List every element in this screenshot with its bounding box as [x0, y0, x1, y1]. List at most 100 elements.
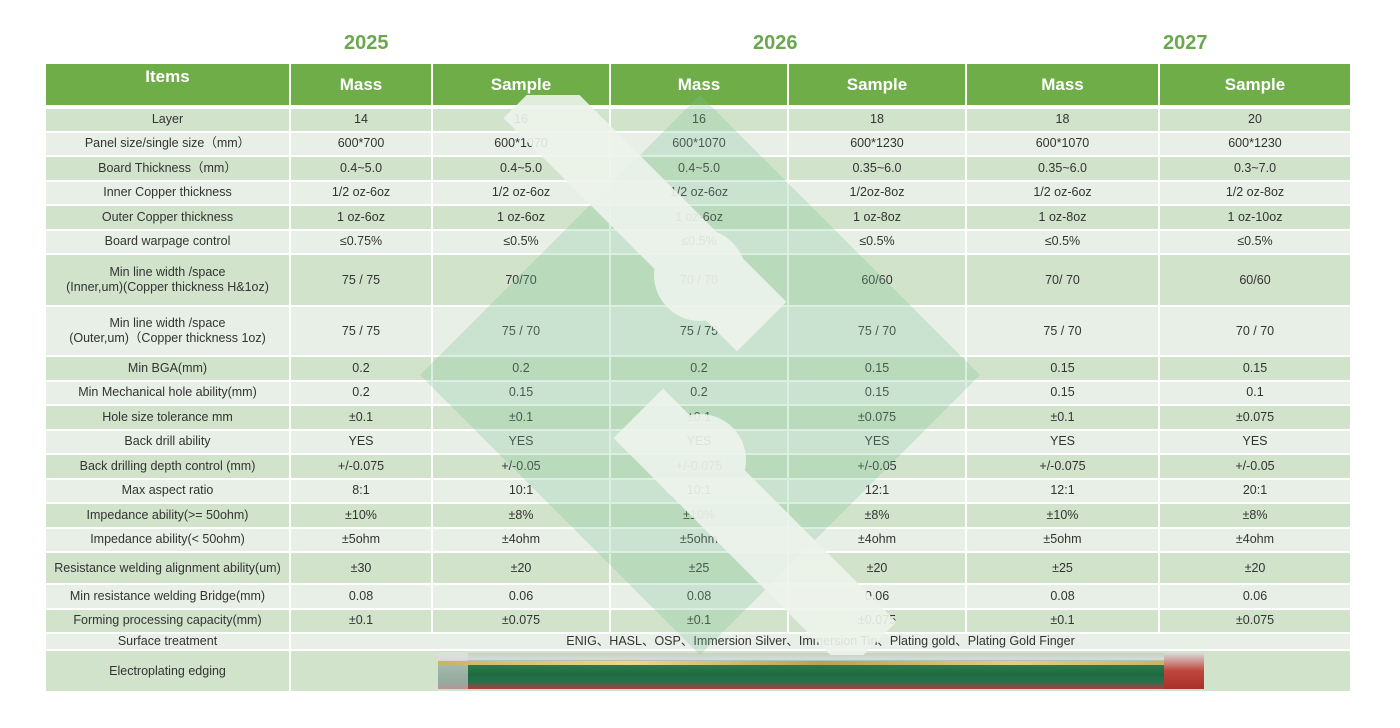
value-cell: 75 / 75 [609, 305, 789, 357]
value-cell: ±10% [609, 502, 789, 529]
value-cell: 0.08 [609, 583, 789, 610]
value-cell: 0.3~7.0 [1158, 155, 1352, 182]
value-cell: YES [965, 428, 1160, 455]
value-cell: +/-0.075 [609, 453, 789, 480]
row-label-cell: Layer [44, 106, 291, 133]
value-cell: 75 / 75 [289, 253, 433, 307]
value-cell: 600*1070 [431, 130, 611, 157]
row-label-cell: Resistance welding alignment ability(um) [44, 551, 291, 585]
value-cell: ±0.075 [787, 404, 967, 431]
table-body: Layer 14 16 16 18 18 20 Panel size/single size（… [44, 106, 1352, 693]
value-cell: 0.15 [965, 379, 1160, 406]
value-cell: 75 / 75 [289, 305, 433, 357]
value-cell: 600*1230 [1158, 130, 1352, 157]
col-header-2025-mass: Mass [289, 62, 433, 108]
table-row: Inner Copper thickness 1/2 oz-6oz 1/2 oz-6… [44, 179, 1352, 206]
value-cell: ≤0.5% [965, 228, 1160, 255]
value-cell: 70/70 [431, 253, 611, 307]
value-cell: 1/2 oz-6oz [609, 179, 789, 206]
value-cell: 600*700 [289, 130, 433, 157]
value-cell: ±20 [431, 551, 611, 585]
value-cell: 1 oz-8oz [965, 204, 1160, 231]
value-cell: ±8% [787, 502, 967, 529]
table-row: Board warpage control ≤0.75% ≤0.5% ≤0.5% ≤0.… [44, 228, 1352, 255]
value-cell: 70/ 70 [965, 253, 1160, 307]
value-cell: 8:1 [289, 477, 433, 504]
value-cell: 0.2 [431, 355, 611, 382]
value-cell: ±10% [965, 502, 1160, 529]
value-cell: ±30 [289, 551, 433, 585]
value-cell: ±0.075 [1158, 607, 1352, 634]
row-label-cell: Min Mechanical hole ability(mm) [44, 379, 291, 406]
value-cell: +/-0.075 [289, 453, 433, 480]
value-cell: ±5ohm [289, 526, 433, 553]
row-label-cell: Min line width /space (Outer,um)（Copper t… [44, 305, 291, 357]
table-row: Back drill ability YES YES YES YES YES YES [44, 428, 1352, 455]
value-cell: YES [1158, 428, 1352, 455]
row-label-cell: Min resistance welding Bridge(mm) [44, 583, 291, 610]
value-cell: ±0.1 [289, 607, 433, 634]
value-cell: 12:1 [965, 477, 1160, 504]
row-label-cell: Back drilling depth control (mm) [44, 453, 291, 480]
value-cell: ±8% [1158, 502, 1352, 529]
value-cell: ±10% [289, 502, 433, 529]
value-cell: 75 / 70 [965, 305, 1160, 357]
year-2027-heading: 2027 [1163, 32, 1208, 54]
value-cell: 16 [431, 106, 611, 133]
value-cell: 20 [1158, 106, 1352, 133]
value-cell: 12:1 [787, 477, 967, 504]
row-label-cell: Inner Copper thickness [44, 179, 291, 206]
table-row: Layer 14 16 16 18 18 20 [44, 106, 1352, 133]
table-row: Min BGA(mm) 0.2 0.2 0.2 0.15 0.15 0.15 [44, 355, 1352, 382]
value-cell: 1/2oz-8oz [787, 179, 967, 206]
value-cell: 0.2 [609, 379, 789, 406]
value-cell: 0.15 [1158, 355, 1352, 382]
value-cell: ±4ohm [431, 526, 611, 553]
value-cell: ±0.075 [431, 607, 611, 634]
value-cell: ≤0.5% [1158, 228, 1352, 255]
value-cell: 18 [787, 106, 967, 133]
value-cell: 75 / 70 [431, 305, 611, 357]
value-cell: ≤0.75% [289, 228, 433, 255]
table-row: Hole size tolerance mm ±0.1 ±0.1 ±0.1 ±0.075… [44, 404, 1352, 431]
value-cell: 0.15 [431, 379, 611, 406]
value-cell: ±0.1 [431, 404, 611, 431]
value-cell: 0.06 [431, 583, 611, 610]
row-label-cell: Panel size/single size（mm） [44, 130, 291, 157]
value-cell: 0.08 [965, 583, 1160, 610]
value-cell: +/-0.05 [431, 453, 611, 480]
value-cell: 0.06 [787, 583, 967, 610]
table-row: Forming processing capacity(mm) ±0.1 ±0.07… [44, 607, 1352, 634]
value-cell: YES [289, 428, 433, 455]
value-cell: 0.15 [965, 355, 1160, 382]
row-label-cell: Min BGA(mm) [44, 355, 291, 382]
value-cell: 18 [965, 106, 1160, 133]
value-cell: 1/2 oz-8oz [1158, 179, 1352, 206]
value-cell: 1 oz-6oz [289, 204, 433, 231]
header-row: Items Mass Sample Mass Sample Mass Sampl… [44, 62, 1352, 108]
value-cell: 1/2 oz-6oz [289, 179, 433, 206]
row-label-cell: Outer Copper thickness [44, 204, 291, 231]
table-row: Outer Copper thickness 1 oz-6oz 1 oz-6oz 1 … [44, 204, 1352, 231]
value-cell: 60/60 [1158, 253, 1352, 307]
value-cell: 0.35~6.0 [965, 155, 1160, 182]
table-row: Min Mechanical hole ability(mm) 0.2 0.15 0.… [44, 379, 1352, 406]
value-cell: ±25 [609, 551, 789, 585]
value-cell: 1 oz-10oz [1158, 204, 1352, 231]
table-row: Resistance welding alignment ability(um)… [44, 551, 1352, 585]
value-cell: +/-0.05 [1158, 453, 1352, 480]
surface-treatment-value: ENIG、HASL、OSP、Immersion Silver、Immersion… [289, 632, 1352, 651]
electroplating-edging-label: Electroplating edging [44, 649, 291, 693]
row-label-cell: Back drill ability [44, 428, 291, 455]
row-label-cell: Min line width /space (Inner,um)(Copper t… [44, 253, 291, 307]
value-cell: 20:1 [1158, 477, 1352, 504]
value-cell: ±0.1 [609, 607, 789, 634]
col-header-items: Items [44, 62, 291, 108]
table-row: Panel size/single size（mm） 600*700 600*107… [44, 130, 1352, 157]
value-cell: ±20 [787, 551, 967, 585]
value-cell: ±0.1 [965, 404, 1160, 431]
value-cell: 1/2 oz-6oz [965, 179, 1160, 206]
row-label-cell: Max aspect ratio [44, 477, 291, 504]
value-cell: 0.35~6.0 [787, 155, 967, 182]
value-cell: 0.2 [289, 355, 433, 382]
